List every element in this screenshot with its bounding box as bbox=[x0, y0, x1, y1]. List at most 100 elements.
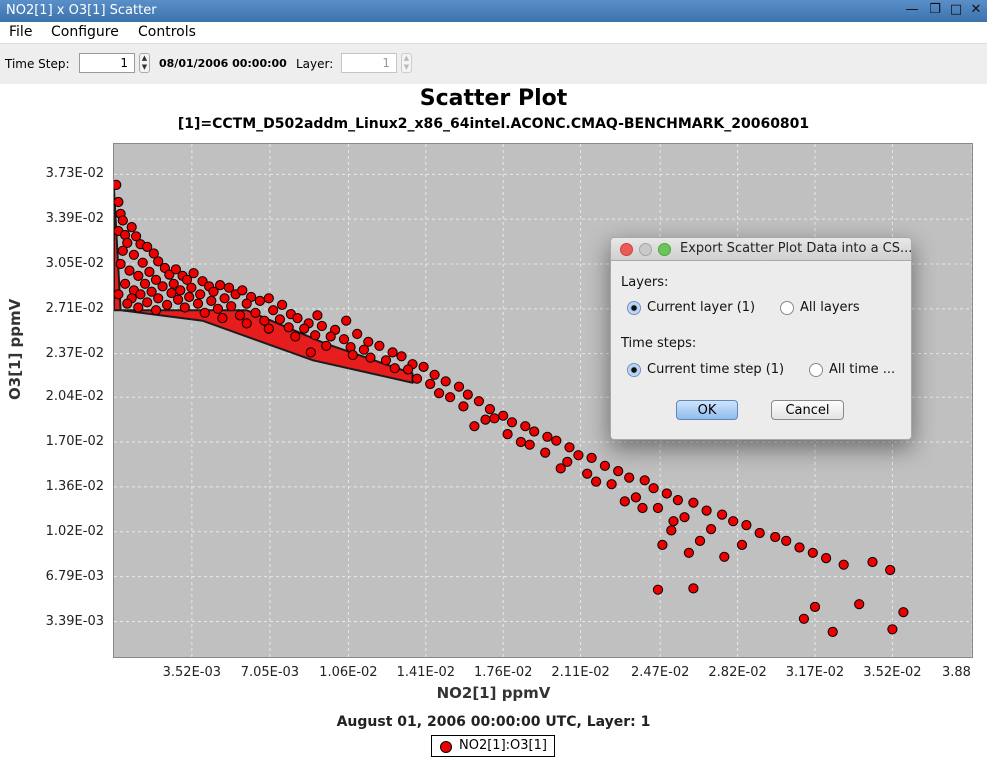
scatter-point bbox=[120, 278, 131, 289]
scatter-point bbox=[234, 310, 246, 321]
y-tick-label: 1.02E-02 bbox=[45, 523, 104, 539]
all-timesteps-label[interactable]: All time ... bbox=[829, 362, 896, 377]
legend: NO2[1]:O3[1] bbox=[431, 735, 555, 757]
scatter-point bbox=[613, 466, 624, 477]
current-datetime: 08/01/2006 00:00:00 bbox=[159, 57, 287, 70]
scatter-point bbox=[489, 413, 500, 424]
scatter-point bbox=[807, 547, 818, 558]
y-tick-label: 2.71E-02 bbox=[45, 300, 104, 316]
timesteps-label: Time steps: bbox=[621, 336, 697, 351]
scatter-point bbox=[582, 468, 593, 479]
scatter-point bbox=[701, 505, 712, 516]
scatter-point bbox=[122, 237, 133, 249]
scatter-point bbox=[630, 492, 642, 503]
time-step-stepper[interactable]: ▲ ▼ bbox=[139, 53, 150, 73]
scatter-point bbox=[217, 313, 228, 324]
scatter-point bbox=[131, 231, 142, 242]
scatter-point bbox=[425, 378, 436, 390]
current-layer-radio[interactable] bbox=[627, 301, 641, 315]
scatter-point bbox=[274, 314, 285, 325]
scatter-point bbox=[551, 435, 562, 446]
y-tick-label: 3.73E-02 bbox=[45, 166, 104, 182]
layer-stepper[interactable]: ▲ ▼ bbox=[401, 53, 412, 73]
x-tick-label: 3.17E-02 bbox=[785, 665, 845, 680]
scatter-point bbox=[299, 323, 310, 334]
scatter-point bbox=[283, 322, 294, 333]
scatter-point bbox=[599, 460, 610, 471]
scatter-point bbox=[148, 248, 159, 259]
ok-button[interactable]: OK bbox=[676, 400, 738, 420]
scatter-point bbox=[162, 299, 173, 310]
scatter-point bbox=[798, 613, 810, 624]
y-tick-label: 1.36E-02 bbox=[45, 478, 104, 494]
chart-subtitle: [1]=CCTM_D502addm_Linux2_x86_64intel.ACO… bbox=[177, 116, 810, 132]
maximize-icon[interactable]: □ bbox=[949, 2, 963, 17]
scatter-point bbox=[153, 293, 164, 304]
x-tick-label: 2.82E-02 bbox=[708, 665, 767, 680]
current-timestep-radio[interactable] bbox=[627, 363, 641, 377]
dialog-minimize-icon[interactable] bbox=[639, 243, 652, 256]
scatter-point bbox=[502, 429, 513, 440]
current-layer-label[interactable]: Current layer (1) bbox=[647, 300, 756, 315]
y-axis-label: O3[1] ppmV bbox=[6, 298, 24, 400]
scatter-point bbox=[223, 282, 235, 293]
scatter-point bbox=[347, 349, 358, 361]
scatter-point bbox=[241, 318, 252, 329]
x-tick-label: 1.06E-02 bbox=[319, 665, 378, 680]
scatter-point bbox=[206, 295, 217, 306]
x-tick-label: 1.76E-02 bbox=[473, 665, 533, 680]
scatter-point bbox=[387, 347, 398, 358]
menu-configure[interactable]: Configure bbox=[51, 24, 119, 40]
scatter-point bbox=[181, 274, 193, 285]
scatter-point bbox=[473, 396, 484, 407]
scatter-point bbox=[365, 352, 376, 363]
scatter-point bbox=[694, 535, 706, 546]
chart-footer: August 01, 2006 00:00:00 UTC, Layer: 1 bbox=[336, 714, 651, 730]
y-tick-label: 1.70E-02 bbox=[45, 434, 104, 450]
scatter-point bbox=[195, 289, 206, 300]
scatter-point bbox=[887, 624, 898, 635]
all-layers-radio[interactable] bbox=[780, 301, 794, 315]
current-timestep-label[interactable]: Current time step (1) bbox=[647, 362, 785, 377]
scatter-point bbox=[321, 340, 332, 351]
scatter-point bbox=[619, 496, 630, 507]
y-tick-label: 6.79E-03 bbox=[45, 568, 104, 584]
x-tick-label: 2.47E-02 bbox=[630, 665, 690, 680]
all-layers-label[interactable]: All layers bbox=[800, 300, 860, 315]
dialog-zoom-icon[interactable] bbox=[658, 243, 671, 256]
toolbar: Time Step: 1 ▲ ▼ 08/01/2006 00:00:00 Laye… bbox=[0, 44, 987, 84]
minimize-icon[interactable]: — bbox=[905, 2, 919, 17]
scatter-point bbox=[542, 431, 553, 442]
scatter-point bbox=[137, 257, 148, 268]
scatter-point bbox=[606, 479, 617, 490]
scatter-point bbox=[469, 421, 480, 432]
cancel-button[interactable]: Cancel bbox=[771, 400, 844, 420]
close-icon[interactable]: ✕ bbox=[970, 2, 982, 17]
layer-input[interactable]: 1 bbox=[341, 53, 397, 73]
scatter-point bbox=[310, 330, 321, 341]
menu-file[interactable]: File bbox=[9, 24, 33, 40]
scatter-point bbox=[657, 539, 668, 550]
scatter-point bbox=[885, 564, 896, 576]
scatter-point bbox=[389, 363, 400, 374]
scatter-point bbox=[781, 535, 792, 546]
scatter-point bbox=[719, 551, 730, 562]
dialog-close-icon[interactable] bbox=[620, 243, 633, 256]
scatter-point bbox=[736, 539, 748, 550]
scatter-point bbox=[263, 293, 274, 304]
scatter-point bbox=[241, 298, 252, 309]
scatter-point bbox=[325, 331, 336, 342]
scatter-point bbox=[652, 584, 664, 595]
scatter-point bbox=[445, 392, 456, 403]
time-step-input[interactable]: 1 bbox=[79, 53, 135, 73]
restore-icon[interactable]: ❐ bbox=[929, 2, 941, 17]
y-tick-label: 3.39E-02 bbox=[45, 211, 104, 227]
dialog-titlebar: Export Scatter Plot Data into a CS... bbox=[611, 238, 912, 261]
scatter-point bbox=[639, 475, 650, 486]
scatter-point bbox=[717, 509, 728, 520]
scatter-point bbox=[146, 286, 157, 297]
scatter-point bbox=[854, 599, 865, 610]
menu-controls[interactable]: Controls bbox=[138, 24, 196, 40]
all-timesteps-radio[interactable] bbox=[809, 363, 823, 377]
scatter-point bbox=[754, 527, 765, 539]
